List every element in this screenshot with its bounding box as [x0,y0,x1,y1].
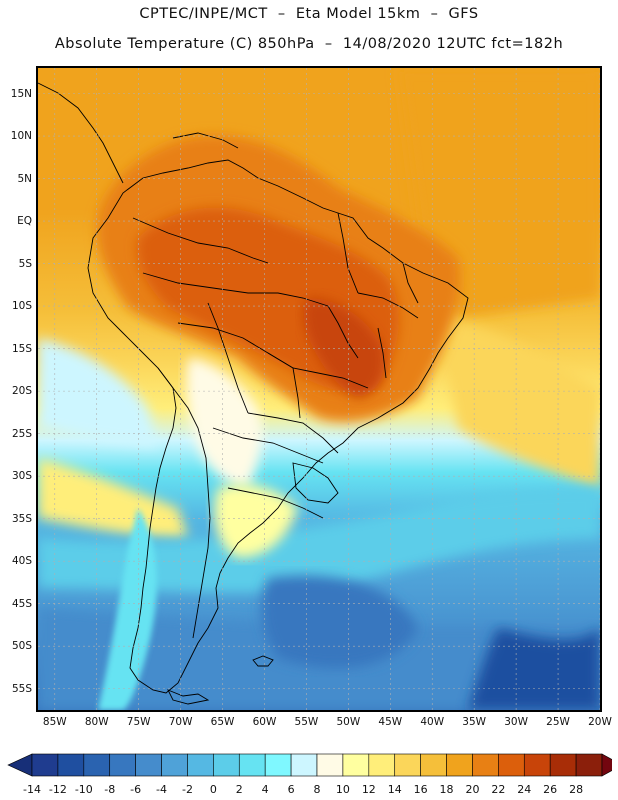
colorbar-segment [498,753,525,777]
colorbar-segment [161,753,188,777]
colorbar-segment [238,753,266,777]
colorbar-tick-label: 2 [235,783,243,796]
colorbar-tick-label: -6 [130,783,142,796]
colorbar-segment [135,753,162,777]
colorbar-tick-label: 16 [413,783,428,796]
latitude-label: 20S [11,385,32,398]
longitude-label: 55W [294,716,319,728]
latitude-label: 55S [11,682,32,695]
colorbar-tick-label: -14 [23,783,41,796]
coastlines-and-borders [38,82,469,705]
colorbar-segment [342,753,370,777]
latitude-label: 10N [10,130,32,143]
colorbar-tick-label: -12 [48,783,67,796]
longitude-label: 80W [84,716,109,728]
colorbar-tick-label: 24 [517,783,532,796]
colorbar-tick-label: 20 [465,783,480,796]
longitude-label: 25W [546,716,570,728]
colorbar-tick-label: 28 [569,783,584,796]
colorbar-segment [31,753,59,777]
colorbar-segment [109,753,136,777]
colorbar-tick-label: -4 [156,783,168,796]
colorbar-tick-label: 26 [543,783,558,796]
latitude-label: 15S [11,342,32,355]
colorbar-segment [472,753,499,777]
colorbar-under-arrow [7,753,33,777]
colorbar-segment [420,753,447,777]
colorbar-segment [187,753,214,777]
colorbar-tick-label: 14 [387,783,402,796]
colorbar-segment [446,753,473,777]
latitude-label: 30S [11,470,32,483]
latitude-label: 40S [11,555,32,568]
colorbar-tick-label: 18 [439,783,454,796]
latitude-label: 10S [11,300,32,313]
longitude-label: 50W [336,716,361,728]
colorbar-tick-label: 0 [209,783,217,796]
colorbar-tick-label: 22 [491,783,506,796]
map-title-line-1: CPTEC/INPE/MCT – Eta Model 15km – GFS [139,6,479,22]
colorbar-segment [316,753,344,777]
colorbar-segment [213,753,240,777]
latitude-label: 35S [11,512,32,525]
longitude-label: 30W [504,716,528,728]
colorbar-tick-label: 6 [287,783,295,796]
latitude-label: 15N [10,87,32,100]
colorbar-segment [264,753,292,777]
colorbar-segment [290,753,318,777]
map-panel [36,66,602,712]
colorbar-tick-label: 12 [361,783,376,796]
longitude-label: 65W [210,716,235,728]
colorbar-segment [83,753,111,777]
colorbar-tick-label: -8 [104,783,116,796]
longitude-label: 20W [588,716,612,728]
temperature-map [38,68,600,710]
colorbar-tick-label: 4 [261,783,269,796]
colorbar-segment [368,753,396,777]
temperature-bands [38,68,600,710]
colorbar-tick-label: -10 [74,783,93,796]
longitude-label: 75W [126,716,151,728]
latitude-label: 50S [11,640,32,653]
colorbar-over-arrow [601,753,612,777]
colorbar-segment [549,753,577,777]
longitude-label: 40W [420,716,445,728]
colorbar-tick-label: -2 [181,783,193,796]
map-title-line-2: Absolute Temperature (C) 850hPa – 14/08/… [54,36,564,52]
latitude-label: 45S [11,597,32,610]
colorbar-segment [575,753,603,777]
graticule [38,68,600,710]
longitude-label: 85W [42,716,67,728]
longitude-label: 35W [462,716,487,728]
latitude-label: 25S [11,427,32,440]
colorbar-tick-label: 8 [313,783,321,796]
colorbar-segment [57,753,85,777]
longitude-label: 60W [252,716,277,728]
latitude-label: EQ [17,215,32,228]
latitude-label: 5S [18,257,32,270]
temperature-colorbar [7,753,612,777]
colorbar-segment [523,753,551,777]
colorbar-tick-label: 10 [335,783,350,796]
longitude-label: 45W [378,716,403,728]
colorbar-segment [394,753,421,777]
latitude-label: 5N [17,172,32,185]
longitude-label: 70W [168,716,193,728]
